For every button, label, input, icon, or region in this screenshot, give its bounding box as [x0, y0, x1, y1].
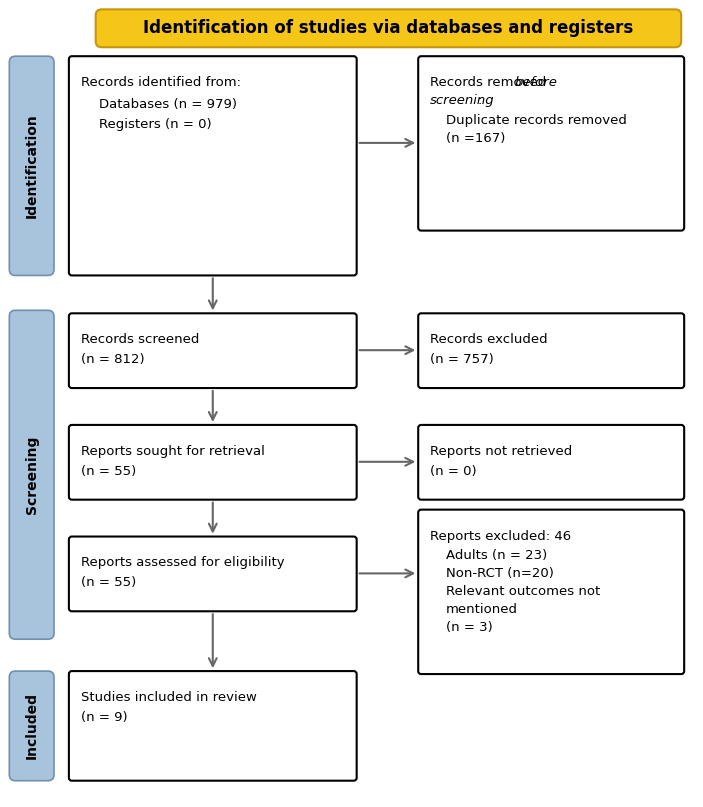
Text: Duplicate records removed: Duplicate records removed [446, 114, 627, 127]
Text: Identification of studies via databases and registers: Identification of studies via databases … [143, 19, 633, 37]
FancyBboxPatch shape [9, 311, 54, 639]
Text: (n = 0): (n = 0) [430, 465, 477, 478]
Text: (n = 55): (n = 55) [81, 576, 136, 589]
Text: (n = 757): (n = 757) [430, 353, 494, 366]
FancyBboxPatch shape [69, 56, 356, 275]
FancyBboxPatch shape [69, 671, 356, 780]
Text: Reports excluded: 46: Reports excluded: 46 [430, 529, 572, 542]
Text: :: : [477, 94, 482, 107]
Text: mentioned: mentioned [446, 604, 518, 617]
Text: Registers (n = 0): Registers (n = 0) [98, 118, 212, 131]
FancyBboxPatch shape [418, 313, 684, 388]
Text: Screening: Screening [25, 436, 39, 514]
FancyBboxPatch shape [96, 10, 681, 48]
Text: (n = 3): (n = 3) [446, 621, 493, 634]
Text: Reports sought for retrieval: Reports sought for retrieval [81, 445, 264, 458]
Text: Studies included in review: Studies included in review [81, 691, 257, 704]
Text: Records removed: Records removed [430, 76, 550, 89]
Text: Included: Included [25, 692, 39, 759]
FancyBboxPatch shape [9, 671, 54, 780]
Text: Records excluded: Records excluded [430, 333, 548, 346]
FancyBboxPatch shape [418, 56, 684, 231]
Text: (n = 9): (n = 9) [81, 711, 127, 724]
Text: Databases (n = 979): Databases (n = 979) [98, 98, 237, 111]
FancyBboxPatch shape [418, 510, 684, 674]
Text: (n =167): (n =167) [446, 132, 505, 145]
FancyBboxPatch shape [69, 537, 356, 611]
Text: Adults (n = 23): Adults (n = 23) [446, 550, 547, 562]
Text: (n = 55): (n = 55) [81, 465, 136, 478]
Text: before: before [515, 76, 557, 89]
Text: Relevant outcomes not: Relevant outcomes not [446, 585, 600, 598]
FancyBboxPatch shape [9, 56, 54, 275]
Text: Reports assessed for eligibility: Reports assessed for eligibility [81, 557, 285, 570]
FancyBboxPatch shape [69, 313, 356, 388]
Text: screening: screening [430, 94, 495, 107]
FancyBboxPatch shape [418, 425, 684, 500]
Text: Non-RCT (n=20): Non-RCT (n=20) [446, 567, 554, 580]
Text: Records identified from:: Records identified from: [81, 76, 241, 89]
Text: Reports not retrieved: Reports not retrieved [430, 445, 572, 458]
Text: Records screened: Records screened [81, 333, 199, 346]
FancyBboxPatch shape [69, 425, 356, 500]
Text: Identification: Identification [25, 114, 39, 218]
Text: (n = 812): (n = 812) [81, 353, 144, 366]
